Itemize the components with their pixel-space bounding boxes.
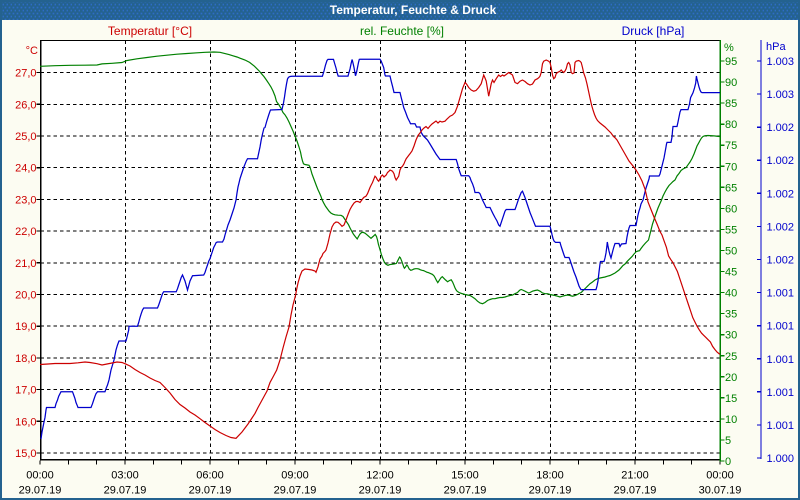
- svg-text:15,0: 15,0: [15, 448, 36, 460]
- svg-text:75: 75: [725, 140, 737, 152]
- svg-text:1.001: 1.001: [767, 354, 795, 366]
- svg-text:65: 65: [725, 182, 737, 194]
- svg-text:25,0: 25,0: [15, 131, 36, 143]
- svg-text:30.07.19: 30.07.19: [699, 484, 742, 496]
- svg-text:10: 10: [725, 414, 737, 426]
- svg-text:20: 20: [725, 372, 737, 384]
- svg-text:00:00: 00:00: [706, 469, 734, 481]
- svg-text:15: 15: [725, 393, 737, 405]
- svg-text:1.002: 1.002: [767, 221, 795, 233]
- svg-text:20,0: 20,0: [15, 290, 36, 302]
- svg-text:80: 80: [725, 119, 737, 131]
- svg-text:50: 50: [725, 246, 737, 258]
- svg-text:1.001: 1.001: [767, 288, 795, 300]
- svg-text:21,0: 21,0: [15, 258, 36, 270]
- svg-text:00:00: 00:00: [26, 469, 54, 481]
- svg-text:1.001: 1.001: [767, 321, 795, 333]
- svg-text:23,0: 23,0: [15, 194, 36, 206]
- svg-text:24,0: 24,0: [15, 163, 36, 175]
- svg-text:1.001: 1.001: [767, 420, 795, 432]
- svg-text:03:00: 03:00: [111, 469, 139, 481]
- svg-text:29.07.19: 29.07.19: [359, 484, 402, 496]
- svg-text:22,0: 22,0: [15, 226, 36, 238]
- svg-text:hPa: hPa: [766, 41, 786, 53]
- svg-text:29.07.19: 29.07.19: [19, 484, 62, 496]
- svg-text:1.003: 1.003: [767, 89, 795, 101]
- svg-text:Druck [hPa]: Druck [hPa]: [622, 24, 685, 38]
- svg-text:29.07.19: 29.07.19: [614, 484, 657, 496]
- svg-text:27,0: 27,0: [15, 68, 36, 80]
- svg-text:rel. Feuchte [%]: rel. Feuchte [%]: [360, 24, 444, 38]
- svg-text:1.000: 1.000: [767, 453, 795, 465]
- svg-text:1.002: 1.002: [767, 188, 795, 200]
- svg-text:29.07.19: 29.07.19: [189, 484, 232, 496]
- svg-text:5: 5: [725, 435, 731, 447]
- svg-text:Temperatur [°C]: Temperatur [°C]: [108, 24, 192, 38]
- svg-text:85: 85: [725, 98, 737, 110]
- svg-text:35: 35: [725, 309, 737, 321]
- svg-text:12:00: 12:00: [366, 469, 394, 481]
- svg-text:0: 0: [725, 456, 731, 468]
- svg-text:15:00: 15:00: [451, 469, 479, 481]
- svg-text:1.003: 1.003: [767, 56, 795, 68]
- svg-text:25: 25: [725, 351, 737, 363]
- svg-text:%: %: [724, 42, 734, 54]
- svg-text:29.07.19: 29.07.19: [104, 484, 147, 496]
- svg-text:21:00: 21:00: [621, 469, 649, 481]
- svg-text:06:00: 06:00: [196, 469, 224, 481]
- svg-text:16,0: 16,0: [15, 416, 36, 428]
- svg-text:09:00: 09:00: [281, 469, 309, 481]
- svg-text:1.002: 1.002: [767, 122, 795, 134]
- svg-text:17,0: 17,0: [15, 385, 36, 397]
- svg-text:30: 30: [725, 330, 737, 342]
- svg-text:29.07.19: 29.07.19: [274, 484, 317, 496]
- svg-text:18:00: 18:00: [536, 469, 564, 481]
- svg-text:18,0: 18,0: [15, 353, 36, 365]
- svg-text:90: 90: [725, 77, 737, 89]
- svg-text:Temperatur, Feuchte & Druck: Temperatur, Feuchte & Druck: [330, 3, 497, 17]
- svg-text:55: 55: [725, 224, 737, 236]
- svg-text:70: 70: [725, 161, 737, 173]
- svg-text:°C: °C: [26, 45, 38, 57]
- svg-text:95: 95: [725, 56, 737, 68]
- svg-text:1.001: 1.001: [767, 387, 795, 399]
- svg-text:45: 45: [725, 267, 737, 279]
- svg-text:1.002: 1.002: [767, 155, 795, 167]
- svg-text:29.07.19: 29.07.19: [529, 484, 572, 496]
- svg-text:60: 60: [725, 203, 737, 215]
- svg-text:26,0: 26,0: [15, 99, 36, 111]
- svg-text:1.002: 1.002: [767, 255, 795, 267]
- svg-text:29.07.19: 29.07.19: [444, 484, 487, 496]
- svg-text:19,0: 19,0: [15, 321, 36, 333]
- svg-text:40: 40: [725, 288, 737, 300]
